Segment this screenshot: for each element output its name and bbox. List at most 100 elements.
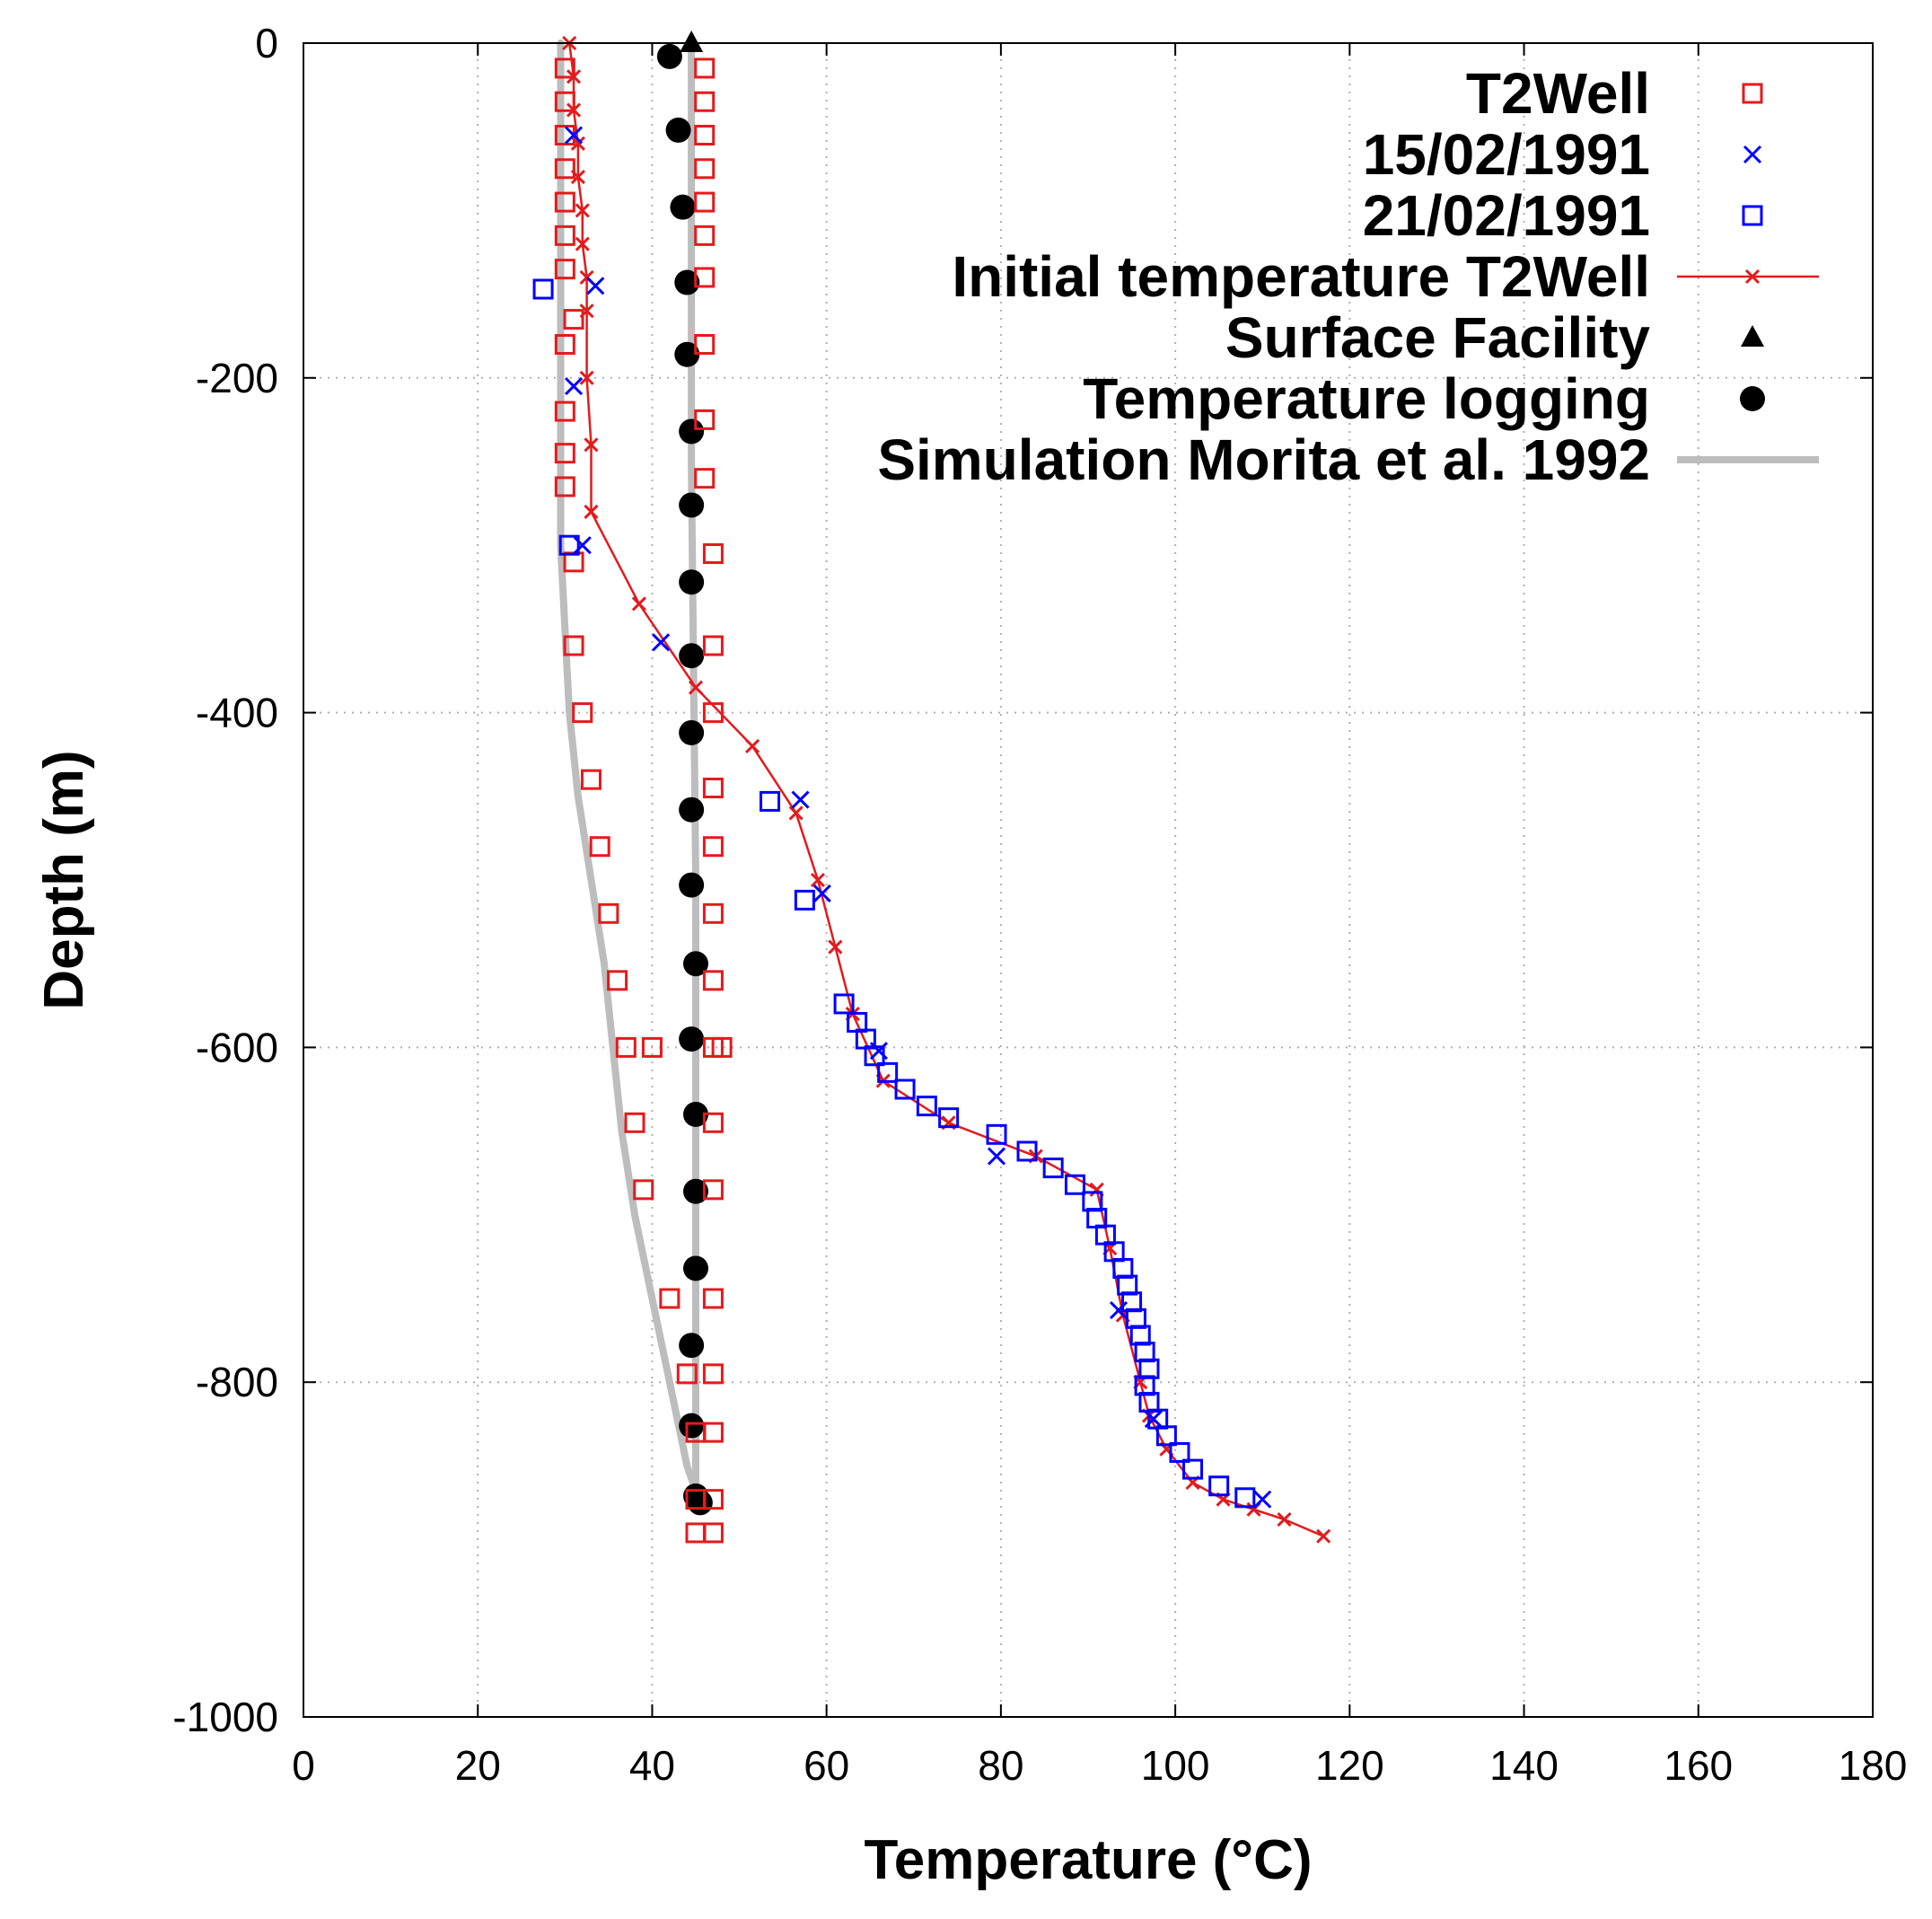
x-tick-label: 140 <box>1489 1742 1559 1789</box>
data-point <box>702 970 724 991</box>
legend-entry-t2well: T2Well <box>1466 61 1763 126</box>
x-axis-title: Temperature (°C) <box>864 1829 1312 1891</box>
data-point <box>687 1490 713 1516</box>
data-point <box>1042 1158 1064 1179</box>
data-point-stroke <box>810 872 826 888</box>
data-point <box>554 191 575 213</box>
data-point <box>694 224 716 246</box>
x-tick-label: 80 <box>978 1742 1023 1789</box>
data-point <box>1109 1300 1128 1320</box>
data-point <box>702 635 724 656</box>
data-point <box>631 596 646 612</box>
data-point-stroke <box>575 236 590 251</box>
y-axis-title: Depth (m) <box>33 750 95 1009</box>
legend-label: Temperature logging <box>1083 366 1650 431</box>
data-point-stroke <box>1144 1410 1163 1429</box>
data-point-stroke <box>688 680 704 695</box>
data-point-stroke <box>584 437 599 453</box>
data-point <box>683 1255 708 1281</box>
data-point <box>554 57 575 79</box>
legend-sample <box>1742 83 1763 104</box>
data-point-stroke <box>745 738 760 753</box>
series-simulation-morita-et-al-1992 <box>557 40 699 1495</box>
data-point <box>812 884 831 902</box>
legend-entry-simulation-morita-et-al-1992: Simulation Morita et al. 1992 <box>877 427 1819 492</box>
data-point <box>1155 1425 1177 1447</box>
data-point <box>554 91 575 112</box>
data-point <box>1253 1490 1272 1509</box>
y-tick-label: -200 <box>196 355 278 401</box>
data-point <box>760 790 781 812</box>
data-point <box>987 1147 1006 1166</box>
data-point <box>659 1288 681 1309</box>
data-point <box>641 1036 663 1058</box>
data-point-stroke <box>1277 1511 1292 1527</box>
data-point <box>554 401 575 422</box>
data-point <box>679 1333 705 1359</box>
data-point <box>624 1112 645 1133</box>
data-point <box>694 468 716 489</box>
x-tick-label: 0 <box>292 1742 315 1789</box>
legend-label: Initial temperature T2Well <box>952 244 1650 309</box>
legend-label: 21/02/1991 <box>1363 183 1650 248</box>
data-point <box>563 635 584 656</box>
data-point <box>833 993 855 1015</box>
data-point <box>986 1123 1007 1145</box>
data-point <box>1064 1174 1085 1195</box>
data-point <box>1169 1441 1190 1463</box>
data-point <box>586 277 605 295</box>
data-point <box>584 504 599 519</box>
data-point <box>702 1422 724 1443</box>
data-point <box>679 797 705 823</box>
series-t2well <box>554 57 733 1544</box>
x-tick-label: 20 <box>455 1742 501 1789</box>
data-point <box>564 126 584 145</box>
data-point <box>676 1363 698 1385</box>
x-tick-label: 40 <box>629 1742 675 1789</box>
plot-area <box>532 31 1331 1544</box>
data-point-stroke <box>791 790 810 809</box>
data-point <box>554 259 575 280</box>
data-point <box>702 836 724 858</box>
y-tick-label: -400 <box>196 690 278 736</box>
data-point <box>916 1096 937 1117</box>
data-point-stroke <box>579 269 594 286</box>
legend-label: Surface Facility <box>1225 305 1651 370</box>
data-point <box>674 269 700 295</box>
legend-sample-marker-stroke <box>1744 268 1761 285</box>
legend-sample <box>1742 205 1763 226</box>
data-point <box>702 1522 724 1544</box>
series-surface-facility <box>680 31 704 52</box>
data-point-stroke <box>570 170 585 185</box>
series-line <box>557 40 699 1495</box>
series-15-02-1991 <box>564 126 1272 1509</box>
data-point <box>702 702 724 724</box>
data-point-stroke <box>570 136 585 151</box>
data-point <box>679 719 705 745</box>
data-point <box>670 194 696 220</box>
data-point <box>615 1036 637 1058</box>
data-point <box>688 680 704 695</box>
data-point <box>683 1178 708 1204</box>
legend-entry-temperature-logging: Temperature logging <box>1083 366 1765 431</box>
data-point <box>679 418 705 445</box>
data-point <box>869 1042 888 1061</box>
legend-sample <box>1741 325 1764 347</box>
data-point-stroke <box>869 1042 888 1061</box>
data-point <box>694 334 716 356</box>
data-point <box>1208 1475 1230 1497</box>
data-point <box>598 902 619 924</box>
data-point <box>589 836 610 858</box>
data-point <box>745 738 760 753</box>
data-point <box>563 309 584 330</box>
grid <box>303 43 1873 1717</box>
data-point-stroke <box>812 884 831 902</box>
legend-entry-21-02-1991: 21/02/1991 <box>1363 183 1763 248</box>
x-tick-label: 100 <box>1141 1742 1210 1789</box>
data-point <box>554 158 575 180</box>
data-point-stroke <box>586 277 605 295</box>
data-point <box>828 939 843 955</box>
data-point-stroke <box>987 1147 1006 1166</box>
